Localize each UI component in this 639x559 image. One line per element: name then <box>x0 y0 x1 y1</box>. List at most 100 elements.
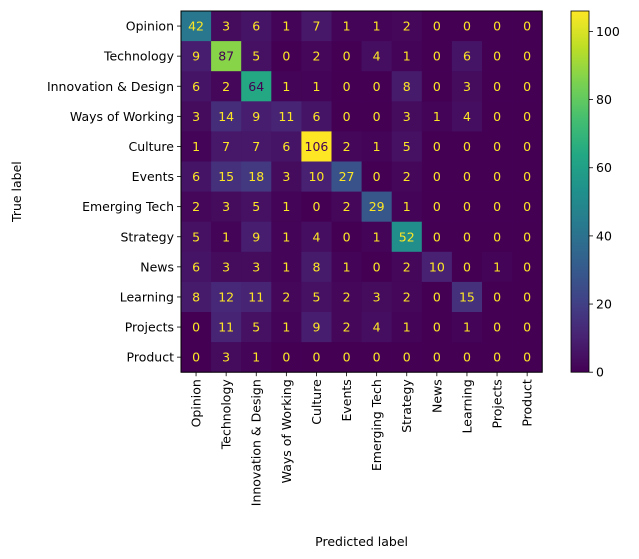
heatmap-cell <box>271 281 302 313</box>
heatmap-cell <box>512 71 543 102</box>
cell-value-label: 0 <box>433 350 441 365</box>
heatmap-cell <box>391 312 423 343</box>
cell-value-label: 0 <box>433 49 441 64</box>
heatmap-cell <box>271 131 302 162</box>
y-tick-label: Events <box>132 169 174 184</box>
heatmap-cell <box>331 191 362 223</box>
colorbar-tick-label: 0 <box>596 365 604 380</box>
heatmap-cell <box>241 101 272 132</box>
heatmap-cell <box>331 221 362 253</box>
heatmap-cell <box>451 41 483 72</box>
cell-value-label: 1 <box>252 350 260 365</box>
cell-value-label: 2 <box>192 199 200 214</box>
cell-value-label: 0 <box>463 199 471 214</box>
cell-value-label: 15 <box>218 169 234 184</box>
cell-value-label: 0 <box>523 79 531 94</box>
cell-value-label: 0 <box>463 169 471 184</box>
cell-value-label: 0 <box>343 109 351 124</box>
colorbar-tick-label: 20 <box>596 297 612 312</box>
heatmap-cell <box>451 101 483 132</box>
heatmap-cell <box>512 251 543 283</box>
cell-value-label: 0 <box>523 259 531 274</box>
cell-value-label: 0 <box>373 350 381 365</box>
cell-value-label: 2 <box>312 49 320 64</box>
heatmap-cell <box>331 41 362 72</box>
heatmap-cell <box>421 11 453 42</box>
y-tick-label: Strategy <box>120 229 174 244</box>
cell-value-label: 1 <box>282 259 290 274</box>
heatmap-cell <box>391 161 423 192</box>
heatmap-cell <box>512 312 543 343</box>
heatmap-cell <box>391 131 423 162</box>
heatmap-cell <box>241 221 272 253</box>
heatmap-cell <box>301 312 332 343</box>
cell-value-label: 1 <box>433 109 441 124</box>
cell-value-label: 0 <box>192 350 200 365</box>
y-tick-label: Emerging Tech <box>82 199 174 214</box>
cell-value-label: 0 <box>493 350 501 365</box>
heatmap-cell <box>301 251 332 283</box>
cell-value-label: 106 <box>305 139 329 154</box>
heatmap-cell <box>421 221 453 253</box>
cell-value-label: 0 <box>433 169 441 184</box>
cell-value-label: 3 <box>403 109 411 124</box>
cell-value-label: 64 <box>248 79 264 94</box>
heatmap-cell <box>241 41 272 72</box>
cell-value-label: 0 <box>433 19 441 34</box>
cell-value-label: 0 <box>373 109 381 124</box>
cell-value-label: 0 <box>433 139 441 154</box>
cell-value-label: 1 <box>373 229 381 244</box>
heatmap-cell <box>331 11 362 42</box>
heatmap-cell <box>211 131 242 162</box>
cell-value-label: 87 <box>218 49 234 64</box>
heatmap-cell <box>181 251 212 283</box>
colorbar <box>570 10 590 373</box>
cell-value-label: 9 <box>252 229 260 244</box>
cell-value-label: 0 <box>373 259 381 274</box>
cell-value-label: 0 <box>493 199 501 214</box>
heatmap-cell <box>451 281 483 313</box>
cell-value-label: 6 <box>463 49 471 64</box>
heatmap-cell <box>421 281 453 313</box>
cell-value-label: 0 <box>493 320 501 335</box>
heatmap-cell <box>512 342 543 373</box>
cell-value-label: 10 <box>308 169 324 184</box>
heatmap-cell <box>271 342 302 373</box>
heatmap-cell <box>482 191 513 223</box>
x-tick-label: Learning <box>459 379 474 433</box>
heatmap-cell <box>181 71 212 102</box>
cell-value-label: 4 <box>373 320 381 335</box>
cell-value-label: 3 <box>222 19 230 34</box>
cell-value-label: 2 <box>343 289 351 304</box>
heatmap-cell <box>301 191 332 223</box>
heatmap-cell <box>271 191 302 223</box>
cell-value-label: 1 <box>282 229 290 244</box>
cell-value-label: 0 <box>433 199 441 214</box>
x-tick-label: Strategy <box>399 379 414 433</box>
heatmap-cell <box>361 342 393 373</box>
cell-value-label: 2 <box>403 169 411 184</box>
heatmap-cell <box>361 11 393 42</box>
cell-value-label: 1 <box>403 320 411 335</box>
cell-value-label: 2 <box>343 199 351 214</box>
heatmap-cell <box>211 221 242 253</box>
heatmap-cell <box>512 191 543 223</box>
cell-value-label: 1 <box>343 19 351 34</box>
heatmap-cell <box>301 221 332 253</box>
colorbar-tick-label: 100 <box>596 24 620 39</box>
heatmap-cell <box>482 221 513 253</box>
heatmap-cell <box>301 161 332 192</box>
heatmap-cells <box>181 11 543 373</box>
heatmap-cell <box>361 251 393 283</box>
heatmap-cell <box>181 312 212 343</box>
cell-value-label: 8 <box>403 79 411 94</box>
heatmap-cell <box>331 101 362 132</box>
heatmap-cell <box>421 101 453 132</box>
heatmap-cell <box>512 11 543 42</box>
cell-value-label: 6 <box>252 19 260 34</box>
heatmap-cell <box>211 312 242 343</box>
cell-value-label: 1 <box>373 19 381 34</box>
cell-value-label: 0 <box>493 19 501 34</box>
heatmap-cell <box>361 221 393 253</box>
heatmap-cell <box>181 221 212 253</box>
